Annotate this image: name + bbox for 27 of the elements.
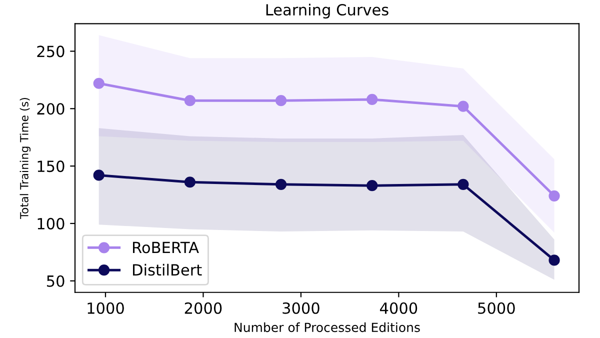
legend-label: RoBERTA [133,242,199,254]
y-tick-label: 250 [37,46,64,58]
point [458,178,469,190]
x-tick-label: 2000 [184,302,222,314]
point [458,100,469,112]
y-tick-label: 200 [37,103,64,115]
legend-label: DistilBert [133,264,202,276]
point [548,254,560,266]
point [366,94,378,106]
x-tick-label: 1000 [88,302,124,314]
point [184,95,196,106]
point [366,180,378,192]
y-tick-label: 50 [47,275,64,287]
x-tick-label: 4000 [380,302,418,314]
y-tick-label: 150 [38,160,64,172]
point [93,78,104,89]
x-tick-label: 5000 [478,302,515,314]
point [275,95,287,106]
point [184,176,196,188]
point [275,178,287,190]
point [93,170,104,181]
x-tick-label: 3000 [282,302,320,314]
y-tick-label: 100 [38,218,64,230]
point [548,190,560,202]
y-axis-title: Total Training Time (s) [20,98,31,220]
x-axis-title: Number of Processed Editions [234,322,420,332]
chart-title: Learning Curves [266,4,388,19]
